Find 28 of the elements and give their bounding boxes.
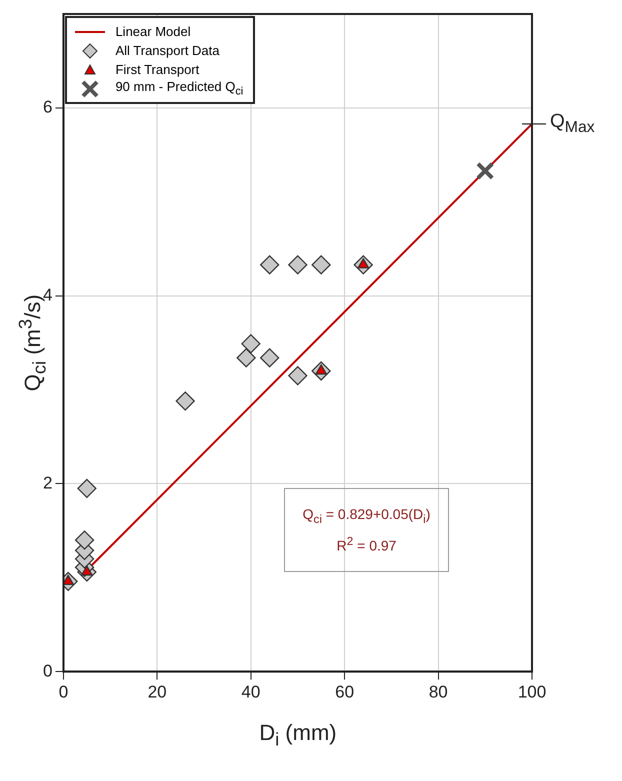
point [288, 255, 308, 274]
point [260, 255, 280, 274]
point [476, 162, 494, 180]
point [241, 334, 260, 354]
x-tick-label: 100 [518, 682, 546, 702]
y-tick-label: 6 [42, 98, 52, 117]
x-axis-title: D$_{i}$ (mm) [259, 720, 337, 750]
point [77, 478, 96, 498]
x-tick-label: 40 [241, 682, 260, 702]
legend-label: Linear Model [115, 24, 191, 39]
annotation: Q$_{ci}$ = 0.829+0.05(D$_{i}$) [302, 505, 430, 528]
point [288, 366, 308, 386]
point [312, 255, 331, 274]
annotation: R$^{2}$ = 0.97 [336, 534, 398, 556]
point [260, 348, 280, 368]
point [176, 391, 195, 411]
y-tick-label: 2 [42, 473, 52, 492]
point [236, 348, 256, 368]
y-tick-label: 0 [42, 661, 52, 680]
x-tick-label: 60 [335, 682, 354, 702]
x-tick-label: 0 [58, 682, 68, 702]
legend-label: First Transport [115, 62, 200, 77]
x-tick-label: 80 [428, 682, 448, 702]
point [74, 530, 94, 550]
legend-label: All Transport Data [115, 43, 220, 58]
x-tick-label: 20 [148, 682, 167, 702]
legend-label: 90 mm - Predicted Q$_{ci}$ [115, 79, 244, 98]
annotation: Q$_{Max}$ [550, 110, 595, 137]
